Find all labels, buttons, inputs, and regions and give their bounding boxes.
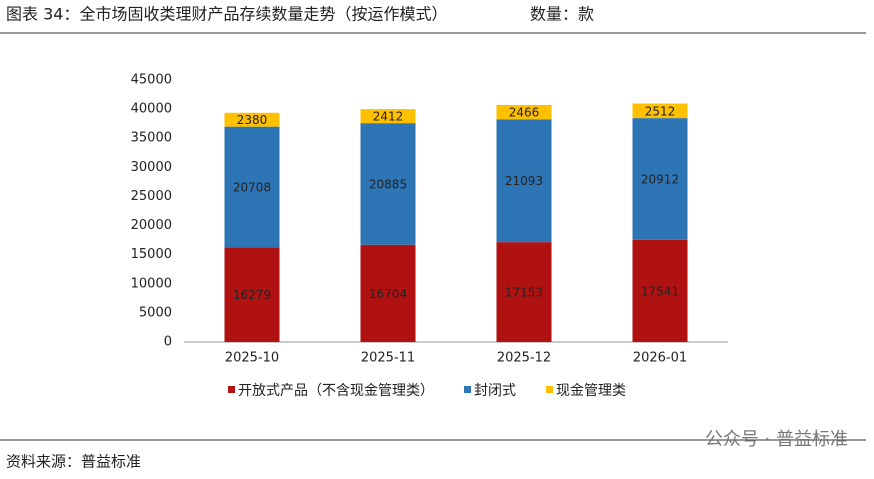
data-label: 20708 [233,180,271,194]
x-tick-label: 2025-11 [361,351,415,366]
bar-segment [224,247,280,342]
bar-segment [496,104,552,120]
x-tick-label: 2025-10 [225,351,279,366]
data-label: 20885 [369,177,407,191]
bar-segment [632,118,688,240]
chart-subtitle: 数量：款 [530,5,594,24]
legend-label: 现金管理类 [556,383,626,399]
y-tick-label: 25000 [131,189,172,204]
x-tick-label: 2025-12 [497,351,551,366]
legend-swatch [228,386,235,393]
x-tick-label: 2026-01 [633,351,687,366]
source: 资料来源：普益标准 [6,453,141,471]
legend-label: 开放式产品（不含现金管理类） [238,383,434,399]
bar-segment [224,112,280,127]
bar-segment [496,119,552,243]
bar-segment [360,123,416,245]
data-label: 16704 [369,287,407,301]
legend-swatch [546,386,553,393]
bar-segment [360,109,416,124]
y-tick-label: 15000 [131,247,172,262]
data-label: 2512 [645,104,676,118]
data-label: 20912 [641,172,679,186]
bar-segment [224,126,280,248]
y-tick-label: 30000 [131,160,172,175]
y-tick-label: 20000 [131,218,172,233]
bar-segment [632,103,688,119]
watermark: 公众号 · 普益标准 [705,429,848,450]
data-label: 2466 [509,106,540,120]
data-label: 21093 [505,174,543,188]
y-tick-label: 40000 [131,102,172,117]
legend-label: 封闭式 [474,383,516,399]
data-label: 17541 [641,284,679,298]
bar-segment [632,239,688,342]
data-label: 16279 [233,288,271,302]
bar-segment [360,244,416,342]
y-tick-label: 35000 [131,131,172,146]
y-tick-label: 5000 [139,305,172,320]
y-tick-label: 0 [164,335,172,350]
data-label: 2412 [373,110,404,124]
legend-swatch [464,386,471,393]
y-tick-label: 45000 [131,73,172,88]
data-label: 2380 [237,113,268,127]
chart-title: 图表 34：全市场固收类理财产品存续数量走势（按运作模式） [6,5,447,24]
y-tick-label: 10000 [131,276,172,291]
data-label: 17153 [505,286,543,300]
bar-segment [496,242,552,342]
